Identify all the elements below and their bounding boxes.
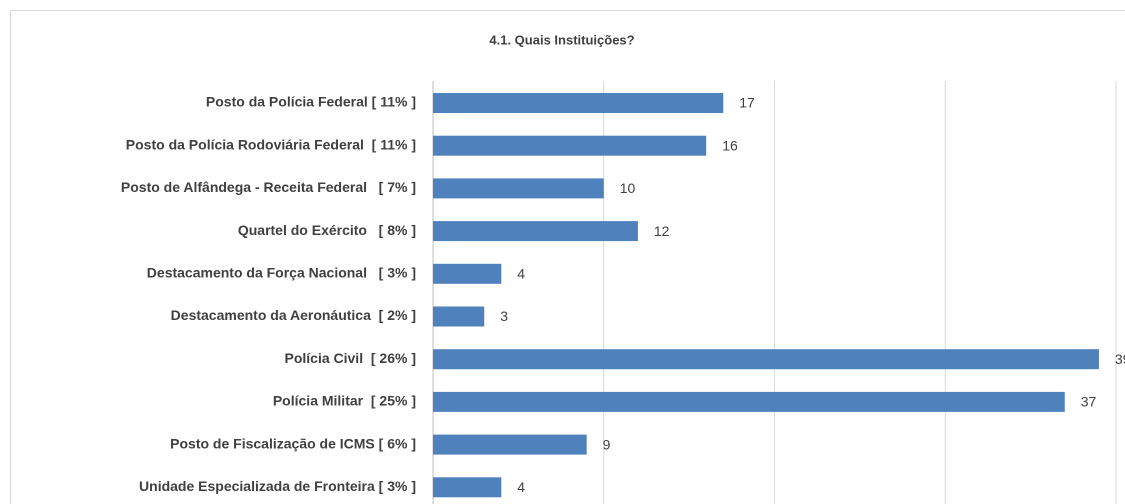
bar	[433, 263, 502, 284]
value-label: 37	[1081, 394, 1097, 410]
bar	[433, 93, 724, 113]
category-label: Quartel do Exército [ 8% ]	[238, 222, 416, 238]
category-label: Polícia Militar [ 25% ]	[273, 393, 416, 409]
value-label: 3	[500, 308, 508, 324]
bar	[433, 434, 587, 455]
category-label: Posto da Polícia Federal [ 11% ]	[206, 94, 416, 110]
bar	[433, 221, 638, 242]
value-label: 12	[654, 223, 670, 239]
value-label: 16	[722, 137, 738, 153]
category-label: Posto de Alfândega - Receita Federal [ 7…	[121, 179, 416, 195]
category-label: Posto da Polícia Rodoviária Federal [ 11…	[126, 136, 416, 152]
chart-frame	[10, 10, 1125, 504]
bar	[433, 178, 604, 199]
category-label: Polícia Civil [ 26% ]	[285, 350, 417, 366]
value-label: 17	[739, 95, 755, 111]
bar	[433, 391, 1065, 412]
value-label: 4	[517, 479, 525, 495]
value-label: 4	[517, 266, 525, 282]
bar	[433, 349, 1099, 370]
value-label: 9	[603, 436, 611, 452]
value-label: 10	[620, 180, 636, 196]
bar	[433, 306, 485, 327]
category-label: Unidade Especializada de Fronteira [ 3% …	[139, 478, 416, 494]
chart-title: 4.1. Quais Instituições?	[489, 32, 634, 47]
value-label: 39	[1115, 351, 1125, 367]
category-label: Destacamento da Força Nacional [ 3% ]	[147, 265, 416, 281]
category-label: Destacamento da Aeronáutica [ 2% ]	[171, 307, 416, 323]
category-label: Posto de Fiscalização de ICMS [ 6% ]	[170, 435, 416, 451]
bar	[433, 135, 707, 156]
bar	[433, 477, 502, 498]
